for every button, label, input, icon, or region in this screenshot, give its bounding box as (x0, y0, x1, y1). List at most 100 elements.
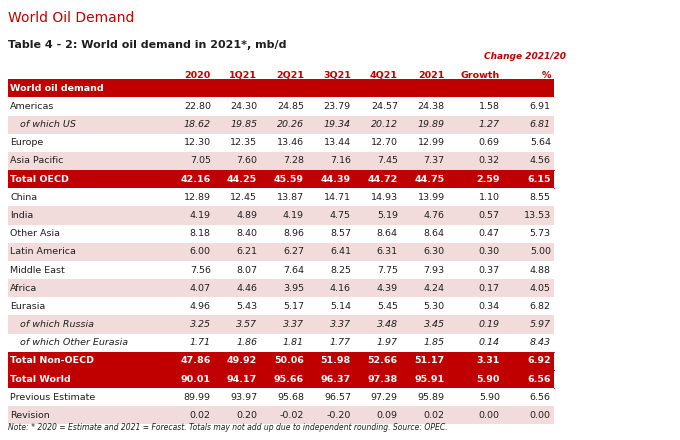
Text: 6.21: 6.21 (236, 247, 257, 257)
Text: 2021: 2021 (418, 71, 445, 80)
Text: 13.46: 13.46 (277, 138, 304, 147)
Text: 24.85: 24.85 (277, 102, 304, 111)
Text: 94.17: 94.17 (227, 374, 257, 384)
Text: of which Russia: of which Russia (20, 320, 95, 329)
Text: 12.45: 12.45 (230, 193, 257, 202)
Text: 44.72: 44.72 (368, 175, 398, 183)
Text: 47.86: 47.86 (180, 356, 211, 365)
Text: 7.37: 7.37 (424, 157, 445, 165)
Text: 6.92: 6.92 (527, 356, 551, 365)
Text: Africa: Africa (10, 284, 37, 293)
Text: 12.70: 12.70 (371, 138, 398, 147)
Text: 0.02: 0.02 (190, 411, 211, 420)
Text: 5.17: 5.17 (283, 302, 304, 311)
Text: Other Asia: Other Asia (10, 229, 61, 238)
Text: Asia Pacific: Asia Pacific (10, 157, 63, 165)
Text: 0.69: 0.69 (479, 138, 500, 147)
Text: 95.66: 95.66 (274, 374, 304, 384)
Text: 7.75: 7.75 (377, 265, 398, 275)
Text: China: China (10, 193, 37, 202)
Text: Latin America: Latin America (10, 247, 76, 257)
Text: Middle East: Middle East (10, 265, 65, 275)
Text: 0.19: 0.19 (479, 320, 500, 329)
Text: 49.92: 49.92 (227, 356, 257, 365)
Text: 24.38: 24.38 (418, 102, 445, 111)
Text: 2Q21: 2Q21 (276, 71, 304, 80)
Text: 95.68: 95.68 (277, 393, 304, 402)
Text: 4.24: 4.24 (424, 284, 445, 293)
Text: 6.82: 6.82 (530, 302, 551, 311)
Text: 0.57: 0.57 (479, 211, 500, 220)
Text: 0.14: 0.14 (479, 338, 500, 347)
Text: 13.87: 13.87 (277, 193, 304, 202)
Text: 0.47: 0.47 (479, 229, 500, 238)
Text: 20.26: 20.26 (277, 120, 304, 129)
Text: 4.75: 4.75 (330, 211, 351, 220)
Text: -0.02: -0.02 (279, 411, 304, 420)
Text: 97.29: 97.29 (371, 393, 398, 402)
Text: 8.57: 8.57 (330, 229, 351, 238)
Text: 24.30: 24.30 (230, 102, 257, 111)
Text: Growth: Growth (460, 71, 500, 80)
Text: 8.64: 8.64 (377, 229, 398, 238)
Text: 12.35: 12.35 (230, 138, 257, 147)
Text: 19.34: 19.34 (324, 120, 351, 129)
Text: 7.05: 7.05 (190, 157, 211, 165)
Text: 6.30: 6.30 (424, 247, 445, 257)
Text: 8.25: 8.25 (330, 265, 351, 275)
Text: 19.85: 19.85 (230, 120, 257, 129)
Text: 1.71: 1.71 (190, 338, 211, 347)
Text: 3.45: 3.45 (424, 320, 445, 329)
Text: 8.18: 8.18 (190, 229, 211, 238)
Text: 0.20: 0.20 (236, 411, 257, 420)
Text: 22.80: 22.80 (184, 102, 211, 111)
Text: 4.19: 4.19 (190, 211, 211, 220)
Text: 5.64: 5.64 (530, 138, 551, 147)
Text: 4.89: 4.89 (236, 211, 257, 220)
Text: Total Non-OECD: Total Non-OECD (10, 356, 95, 365)
Text: 1.81: 1.81 (283, 338, 304, 347)
Text: 3.57: 3.57 (236, 320, 257, 329)
Text: -0.20: -0.20 (326, 411, 351, 420)
Text: 6.56: 6.56 (530, 393, 551, 402)
Text: 6.56: 6.56 (527, 374, 551, 384)
Text: Revision: Revision (10, 411, 50, 420)
Text: 1.97: 1.97 (377, 338, 398, 347)
Text: 2020: 2020 (184, 71, 211, 80)
Text: 7.60: 7.60 (236, 157, 257, 165)
Text: Total World: Total World (10, 374, 71, 384)
Text: 5.73: 5.73 (530, 229, 551, 238)
Text: 6.41: 6.41 (330, 247, 351, 257)
Text: 8.64: 8.64 (424, 229, 445, 238)
Text: Table 4 - 2: World oil demand in 2021*, mb/d: Table 4 - 2: World oil demand in 2021*, … (8, 40, 287, 51)
Text: 90.01: 90.01 (181, 374, 211, 384)
Text: 7.64: 7.64 (283, 265, 304, 275)
Text: 4.05: 4.05 (530, 284, 551, 293)
Text: 1.85: 1.85 (424, 338, 445, 347)
Text: Note: * 2020 = Estimate and 2021 = Forecast. Totals may not add up due to indepe: Note: * 2020 = Estimate and 2021 = Forec… (8, 423, 448, 432)
Text: 7.93: 7.93 (424, 265, 445, 275)
Text: 7.16: 7.16 (330, 157, 351, 165)
Text: 93.97: 93.97 (230, 393, 257, 402)
Text: 89.99: 89.99 (184, 393, 211, 402)
Text: 12.89: 12.89 (184, 193, 211, 202)
Text: 97.38: 97.38 (368, 374, 398, 384)
Text: 6.31: 6.31 (377, 247, 398, 257)
Text: 23.79: 23.79 (324, 102, 351, 111)
Text: 44.25: 44.25 (227, 175, 257, 183)
Text: of which Other Eurasia: of which Other Eurasia (20, 338, 129, 347)
Text: 4.39: 4.39 (377, 284, 398, 293)
Text: 50.06: 50.06 (274, 356, 304, 365)
Text: 5.90: 5.90 (477, 374, 500, 384)
Text: 3.31: 3.31 (477, 356, 500, 365)
Text: 13.99: 13.99 (418, 193, 445, 202)
Text: 1.27: 1.27 (479, 120, 500, 129)
Text: 12.30: 12.30 (184, 138, 211, 147)
Text: 1.86: 1.86 (236, 338, 257, 347)
Text: 6.81: 6.81 (530, 120, 551, 129)
Text: World oil demand: World oil demand (10, 84, 104, 93)
Text: 5.45: 5.45 (377, 302, 398, 311)
Text: 24.57: 24.57 (371, 102, 398, 111)
Text: 4.76: 4.76 (424, 211, 445, 220)
Text: 3.37: 3.37 (330, 320, 351, 329)
